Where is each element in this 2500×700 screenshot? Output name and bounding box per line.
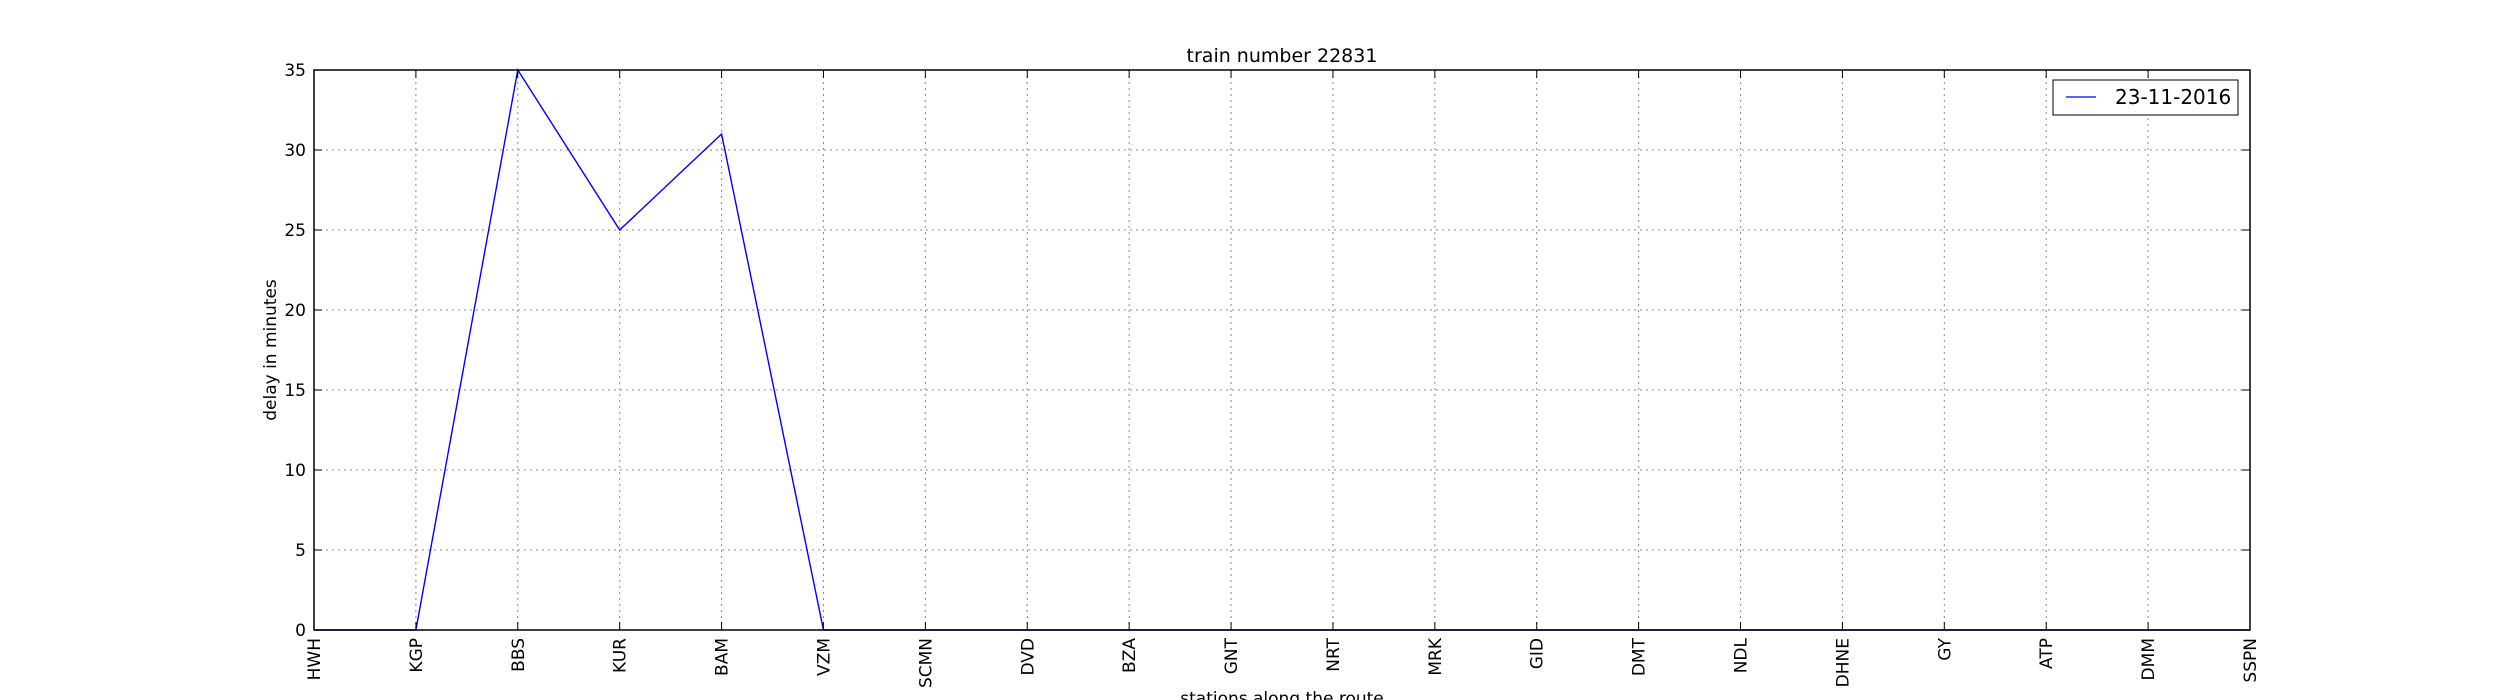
x-tick-label: GID [1528, 638, 1548, 669]
y-axis-label: delay in minutes [261, 279, 281, 421]
x-tick-label: NRT [1324, 637, 1344, 671]
y-tick-label: 10 [284, 461, 306, 481]
x-tick-label: BBS [509, 638, 529, 672]
y-tick-label: 0 [295, 621, 306, 641]
x-axis-label: stations along the route [1180, 689, 1384, 700]
x-tick-label: MRK [1426, 637, 1446, 675]
grid-lines [314, 70, 2250, 630]
x-axis-ticks: HWH KGP BBS KUR BAM VZM SCMN DVD BZA GNT NRT MRK GID… [305, 70, 2261, 688]
chart-title: train number 22831 [1187, 45, 1378, 67]
x-tick-label: SCMN [916, 638, 936, 688]
series-line [314, 68, 2250, 631]
x-tick-label: DVD [1018, 638, 1038, 676]
x-tick-label: DHNE [1833, 638, 1853, 687]
x-tick-label: GNT [1222, 637, 1242, 674]
x-tick-label: KUR [611, 638, 631, 673]
x-tick-label: GY [1935, 637, 1955, 660]
x-tick-label: ATP [2037, 638, 2057, 669]
x-tick-label: DMT [1630, 637, 1650, 676]
plot-frame [313, 69, 2251, 631]
y-tick-label: 30 [284, 141, 306, 161]
x-tick-label: HWH [305, 638, 325, 680]
series-layer [314, 68, 2250, 631]
x-tick-label: VZM [814, 638, 834, 676]
y-axis-ticks: 0 5 10 15 20 25 30 35 [284, 61, 2250, 641]
x-tick-label: SSPN [2241, 638, 2261, 683]
y-tick-label: 35 [284, 61, 306, 81]
x-tick-label: BAM [713, 638, 733, 676]
x-tick-label: DMM [2139, 638, 2159, 680]
x-tick-label: KGP [407, 638, 427, 673]
x-tick-label: BZA [1120, 638, 1140, 673]
y-tick-label: 5 [295, 541, 306, 561]
x-tick-label: NDL [1732, 637, 1752, 673]
legend: 23-11-2016 [2052, 79, 2239, 116]
y-tick-label: 15 [284, 381, 306, 401]
legend-label: 23-11-2016 [2115, 85, 2231, 109]
y-tick-label: 25 [284, 221, 306, 241]
y-tick-label: 20 [284, 301, 306, 321]
